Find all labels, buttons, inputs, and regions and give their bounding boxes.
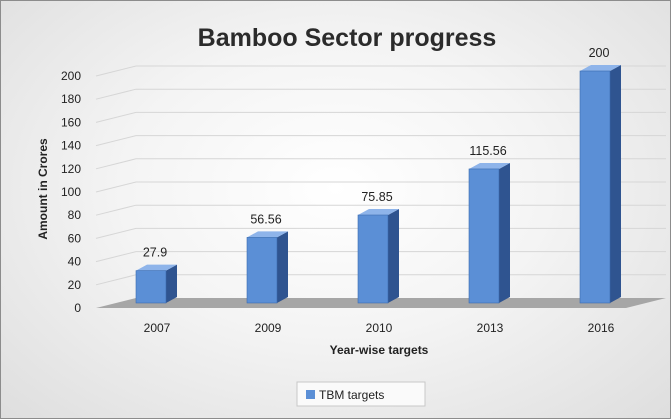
- bar-top: [469, 162, 510, 169]
- legend-label: TBM targets: [319, 388, 384, 402]
- chart-title: Bamboo Sector progress: [198, 24, 497, 52]
- bar-front: [579, 70, 611, 304]
- bar-front: [135, 270, 167, 304]
- y-tick-label: 20: [68, 278, 82, 292]
- gridline: [95, 158, 666, 170]
- data-label: 200: [589, 46, 610, 60]
- bar-front: [468, 168, 500, 304]
- gridlines: [95, 65, 666, 286]
- data-label: 115.56: [469, 144, 506, 158]
- x-axis-label: Year-wise targets: [330, 343, 429, 357]
- bar-side: [499, 162, 510, 303]
- bar-top: [580, 65, 621, 71]
- y-tick-label: 160: [61, 115, 81, 129]
- legend: TBM targets: [296, 381, 426, 407]
- bar-top: [247, 231, 288, 238]
- x-tick-label: 2009: [255, 321, 282, 335]
- bars: [135, 65, 621, 304]
- x-tick-label: 2013: [477, 321, 504, 335]
- y-tick-label: 0: [74, 301, 81, 315]
- gridline: [95, 88, 666, 100]
- bar: [135, 264, 177, 304]
- bar: [579, 65, 621, 304]
- bar: [357, 209, 399, 304]
- bar-front: [246, 237, 278, 304]
- y-tick-label: 40: [68, 255, 82, 269]
- bar: [468, 162, 510, 304]
- y-tick-label: 80: [68, 208, 82, 222]
- y-axis-ticks: 0 20 40 60 80 100 120 140 160 180 200: [61, 69, 81, 315]
- gridline: [95, 111, 666, 123]
- bar: [246, 231, 288, 304]
- x-tick-label: 2007: [144, 321, 171, 335]
- data-label: 75.85: [361, 190, 392, 204]
- legend-swatch: [306, 390, 315, 399]
- data-label: 27.9: [143, 246, 167, 260]
- legend-box: [296, 381, 426, 407]
- bar-side: [277, 231, 288, 303]
- bar-top: [358, 209, 399, 216]
- y-tick-label: 120: [61, 162, 81, 176]
- bar-side: [166, 264, 177, 303]
- y-axis-label: Amount in Crores: [36, 138, 50, 240]
- x-tick-label: 2016: [588, 321, 615, 335]
- gridline: [95, 135, 666, 147]
- x-axis-ticks: 2007 2009 2010 2013 2016: [144, 321, 615, 335]
- x-tick-label: 2010: [366, 321, 393, 335]
- data-label: 56.56: [250, 212, 281, 226]
- bar-top: [136, 264, 177, 271]
- data-labels: 27.9 56.56 75.85 115.56 200: [143, 46, 610, 260]
- bar-side: [610, 65, 621, 303]
- y-tick-label: 100: [61, 185, 81, 199]
- bar-side: [388, 209, 399, 303]
- y-tick-label: 200: [61, 69, 81, 83]
- bar-front: [357, 214, 389, 304]
- y-tick-label: 60: [68, 231, 82, 245]
- y-tick-label: 140: [61, 139, 81, 153]
- gridline: [95, 65, 666, 77]
- y-tick-label: 180: [61, 92, 81, 106]
